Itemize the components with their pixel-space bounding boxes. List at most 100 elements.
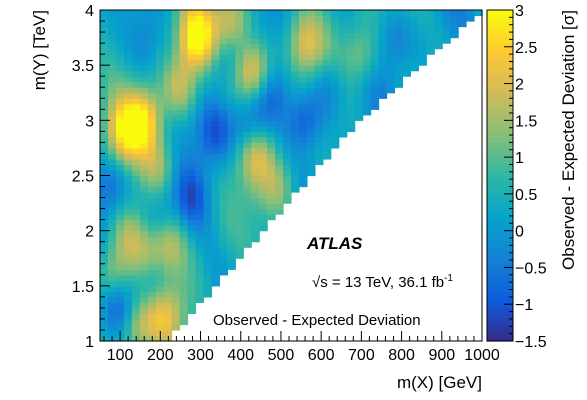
heatmap-cell — [139, 192, 149, 199]
heatmap-cell — [378, 59, 388, 66]
heatmap-cell — [131, 181, 141, 188]
heatmap-cell — [155, 291, 165, 298]
heatmap-cell — [187, 219, 197, 226]
heatmap-cell — [219, 59, 228, 66]
heatmap-cell — [123, 296, 133, 303]
heatmap-cell — [243, 32, 252, 39]
heatmap-cell — [251, 54, 260, 61]
heatmap-cell — [298, 98, 308, 105]
heatmap-cell — [131, 43, 141, 50]
heatmap-cell — [314, 15, 324, 22]
heatmap-cell — [362, 15, 372, 22]
heatmap-cell — [187, 307, 197, 315]
heatmap-cell — [163, 92, 173, 99]
heatmap-cell — [386, 54, 396, 61]
heatmap-cell — [187, 43, 197, 50]
heatmap-cell — [187, 21, 197, 28]
colorbar-segment — [487, 54, 513, 61]
colorbar-segment — [487, 269, 513, 276]
heatmap-cell — [107, 65, 117, 72]
heatmap-cell — [171, 43, 181, 50]
heatmap-cell — [100, 109, 109, 116]
heatmap-cell — [107, 258, 117, 265]
heatmap-cell — [251, 181, 260, 188]
heatmap-cell — [362, 54, 372, 61]
heatmap-cell — [306, 26, 316, 33]
heatmap-cell — [211, 241, 220, 248]
heatmap-cell — [346, 103, 356, 110]
lumi-unit-exponent: -1 — [444, 273, 453, 284]
heatmap-cell — [107, 236, 117, 243]
heatmap-cell — [243, 76, 252, 83]
heatmap-cell — [187, 186, 197, 193]
heatmap-cell — [370, 81, 380, 88]
heatmap-cell — [314, 37, 324, 44]
heatmap-cell — [434, 43, 443, 50]
heatmap-cell — [203, 252, 213, 259]
heatmap-cell — [100, 258, 109, 265]
heatmap-cell — [291, 43, 300, 50]
heatmap-cell — [394, 10, 404, 17]
heatmap-cell — [354, 103, 364, 110]
heatmap-cell — [163, 324, 173, 331]
colorbar-segment — [487, 291, 513, 298]
colorbar-segment — [487, 43, 513, 50]
heatmap-cell — [243, 114, 252, 121]
heatmap-cell — [283, 192, 292, 199]
heatmap-cell — [458, 15, 467, 22]
heatmap-cell — [115, 192, 125, 199]
heatmap-cell — [251, 76, 260, 83]
heatmap-cell — [219, 258, 228, 265]
heatmap-cell — [155, 87, 165, 94]
heatmap-cell — [107, 329, 117, 337]
heatmap-cell — [330, 65, 340, 72]
heatmap-cell — [100, 147, 109, 155]
heatmap-cell — [187, 175, 197, 182]
heatmap-cell — [306, 43, 316, 50]
heatmap-cell — [346, 43, 356, 50]
heatmap-cell — [283, 186, 292, 193]
heatmap-cell — [100, 291, 109, 298]
heatmap-cell — [219, 247, 228, 254]
heatmap-cell — [123, 274, 133, 281]
heatmap-cell — [267, 169, 276, 177]
heatmap-cell — [211, 269, 220, 276]
heatmap-cell — [314, 125, 324, 132]
heatmap-cell — [219, 230, 228, 237]
colorbar-segment — [487, 225, 513, 232]
heatmap-cell — [131, 313, 141, 320]
heatmap-cell — [314, 59, 324, 66]
heatmap-cell — [115, 65, 125, 72]
heatmap-cell — [386, 81, 396, 88]
heatmap-cell — [346, 32, 356, 39]
heatmap-cell — [211, 175, 220, 182]
heatmap-cell — [171, 296, 181, 303]
colorbar-segment — [487, 181, 513, 188]
x-tick-label: 400 — [227, 347, 254, 364]
heatmap-cell — [171, 81, 181, 88]
heatmap-cell — [139, 76, 149, 83]
heatmap-cell — [139, 280, 149, 287]
heatmap-cell — [283, 142, 292, 149]
heatmap-cell — [275, 136, 284, 143]
heatmap-cell — [211, 274, 220, 281]
colorbar-segment — [487, 10, 513, 17]
heatmap-cell — [195, 219, 205, 226]
heatmap-cell — [139, 324, 149, 331]
heatmap-cell — [211, 15, 220, 22]
heatmap-cell — [123, 87, 133, 94]
heatmap-cell — [338, 54, 348, 61]
heatmap-cell — [219, 76, 228, 83]
heatmap-cell — [298, 92, 308, 99]
heatmap-cell — [298, 26, 308, 33]
heatmap-cell — [314, 87, 324, 94]
heatmap-cell — [283, 26, 292, 33]
heatmap-cell — [227, 114, 236, 121]
heatmap-cell — [259, 181, 268, 188]
heatmap-cell — [330, 125, 340, 132]
heatmap-cell — [139, 125, 149, 132]
heatmap-cell — [291, 15, 300, 22]
heatmap-cell — [267, 65, 276, 72]
heatmap-cell — [107, 81, 117, 88]
heatmap-cell — [219, 32, 228, 39]
